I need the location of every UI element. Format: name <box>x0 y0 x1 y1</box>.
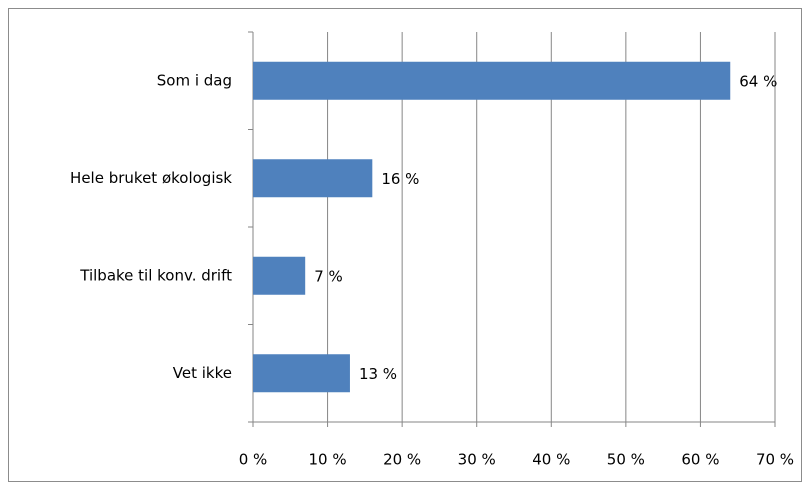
x-tick-label: 20 % <box>383 451 421 469</box>
bar <box>253 354 350 393</box>
x-tick-label: 40 % <box>532 451 570 469</box>
x-tick-label: 60 % <box>681 451 719 469</box>
x-tick-label: 10 % <box>309 451 347 469</box>
x-tick-label: 30 % <box>458 451 496 469</box>
x-tick-label: 0 % <box>239 451 268 469</box>
value-label: 13 % <box>359 365 397 383</box>
x-tick-label: 50 % <box>607 451 645 469</box>
value-label: 16 % <box>381 170 419 188</box>
y-tick-label: Hele bruket økologisk <box>70 169 232 187</box>
value-label: 64 % <box>739 72 777 90</box>
bar <box>253 159 373 198</box>
y-tick-label: Som i dag <box>157 71 232 89</box>
x-tick-label: 70 % <box>756 451 794 469</box>
bar <box>253 256 306 295</box>
bar <box>253 61 731 100</box>
value-label: 7 % <box>314 267 343 285</box>
y-tick-label: Tilbake til konv. drift <box>79 266 232 284</box>
y-tick-label: Vet ikke <box>173 364 232 382</box>
